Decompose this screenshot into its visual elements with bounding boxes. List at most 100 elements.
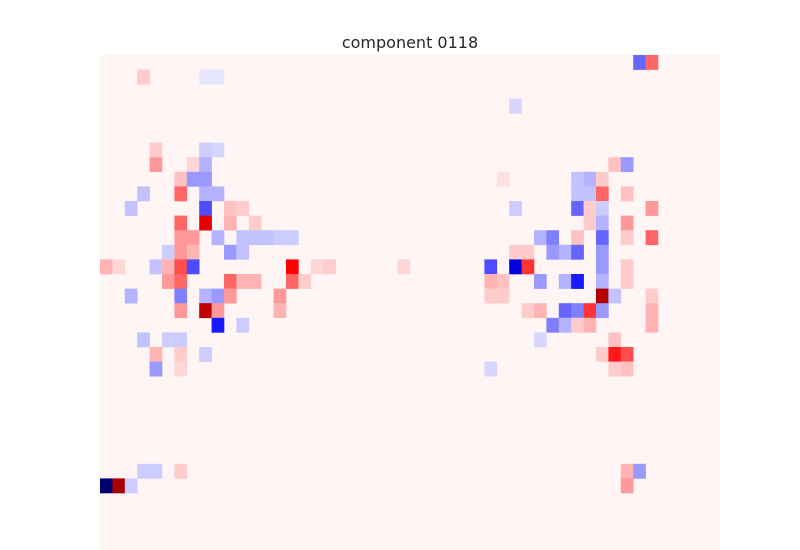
heatmap-cell <box>162 244 175 260</box>
heatmap-cell <box>596 215 609 231</box>
heatmap-cell <box>174 303 188 319</box>
heatmap-cell <box>124 478 138 494</box>
heatmap-cell <box>509 244 522 260</box>
heatmap-cell <box>137 186 150 202</box>
heatmap-cell <box>571 303 584 319</box>
heatmap-cell <box>596 244 609 260</box>
heatmap-cell <box>199 201 212 216</box>
heatmap-cell <box>596 303 609 319</box>
heatmap-cell <box>211 186 225 202</box>
heatmap-cell <box>633 463 646 479</box>
heatmap-cell <box>273 303 287 319</box>
heatmap-cell <box>286 259 299 275</box>
heatmap-cell <box>199 157 212 173</box>
heatmap-cell <box>534 274 547 289</box>
heatmap-cell <box>546 230 560 246</box>
heatmap-cell <box>174 244 188 260</box>
heatmap-cell <box>174 230 188 246</box>
heatmap-cell <box>199 171 212 187</box>
heatmap-cell <box>186 244 200 260</box>
heatmap-cell <box>211 230 225 246</box>
heatmap-cell <box>620 361 634 377</box>
heatmap-cell <box>286 230 299 246</box>
heatmap-cell <box>596 274 609 289</box>
heatmap-cell <box>608 361 622 377</box>
heatmap-cell <box>162 259 175 275</box>
heatmap-cell <box>236 230 250 246</box>
heatmap-cell <box>174 332 188 348</box>
heatmap-cell <box>112 478 126 494</box>
heatmap-cell <box>496 288 510 304</box>
heatmap-cell <box>224 215 237 231</box>
heatmap-cell <box>261 230 274 246</box>
heatmap-cell <box>509 259 522 275</box>
heatmap-cell <box>645 201 659 216</box>
heatmap-cell <box>174 361 188 377</box>
heatmap-cell <box>596 230 609 246</box>
heatmap-cell <box>174 215 188 231</box>
heatmap-cell <box>484 361 498 377</box>
heatmap-cell <box>186 230 200 246</box>
heatmap-cell <box>645 303 659 319</box>
heatmap-cell <box>608 157 622 173</box>
heatmap-cell <box>571 274 584 289</box>
heatmap-cell <box>236 317 250 333</box>
heatmap-cell <box>596 201 609 216</box>
heatmap-cell <box>248 230 262 246</box>
heatmap-cell <box>174 347 188 362</box>
heatmap-cell <box>608 288 622 304</box>
heatmap-cell <box>162 332 175 348</box>
heatmap-cell <box>149 142 163 158</box>
heatmap-cell <box>273 288 287 304</box>
heatmap-cell <box>571 171 584 187</box>
heatmap-cell <box>620 478 634 494</box>
heatmap-cell <box>186 259 200 275</box>
heatmap-cell <box>323 259 336 275</box>
heatmap-cell <box>596 288 609 304</box>
heatmap-cell <box>149 347 163 362</box>
heatmap-cell <box>310 259 324 275</box>
heatmap-cell <box>620 230 634 246</box>
heatmap-cell <box>583 303 597 319</box>
heatmap-cell <box>236 201 250 216</box>
heatmap-cell <box>546 244 560 260</box>
heatmap-cell <box>199 303 212 319</box>
heatmap-cell <box>174 463 188 479</box>
heatmap-cell <box>211 317 225 333</box>
heatmap-cell <box>112 259 126 275</box>
heatmap-cell <box>199 69 212 85</box>
heatmap-cell <box>521 259 535 275</box>
heatmap-cell <box>298 274 312 289</box>
heatmap-cell <box>521 244 535 260</box>
heatmap-cell <box>620 157 634 173</box>
heatmap-cell <box>484 274 498 289</box>
heatmap-cell <box>571 244 584 260</box>
heatmap-cell <box>137 332 150 348</box>
heatmap-cell <box>162 274 175 289</box>
heatmap-cell <box>484 288 498 304</box>
chart-title: component 0118 <box>341 33 479 52</box>
heatmap-cell <box>224 274 237 289</box>
heatmap-cell <box>236 244 250 260</box>
heatmap-cell <box>596 171 609 187</box>
heatmap-cell <box>224 288 237 304</box>
heatmap-cell <box>100 259 113 275</box>
heatmap-cell <box>534 230 547 246</box>
heatmap-cell <box>211 142 225 158</box>
heatmap-cell <box>224 244 237 260</box>
heatmap-cell <box>596 347 609 362</box>
heatmap-cell <box>236 274 250 289</box>
heatmap-cell <box>645 55 659 70</box>
heatmap-cell <box>583 186 597 202</box>
heatmap-cell <box>509 201 522 216</box>
heatmap-cell <box>608 347 622 362</box>
heatmap-cell <box>137 69 150 85</box>
heatmap-cell <box>224 201 237 216</box>
heatmap-cell <box>620 463 634 479</box>
heatmap-cell <box>124 288 138 304</box>
heatmap-cell <box>484 259 498 275</box>
heatmap-cell <box>273 230 287 246</box>
heatmap-cell <box>199 215 212 231</box>
heatmap-cell <box>199 288 212 304</box>
